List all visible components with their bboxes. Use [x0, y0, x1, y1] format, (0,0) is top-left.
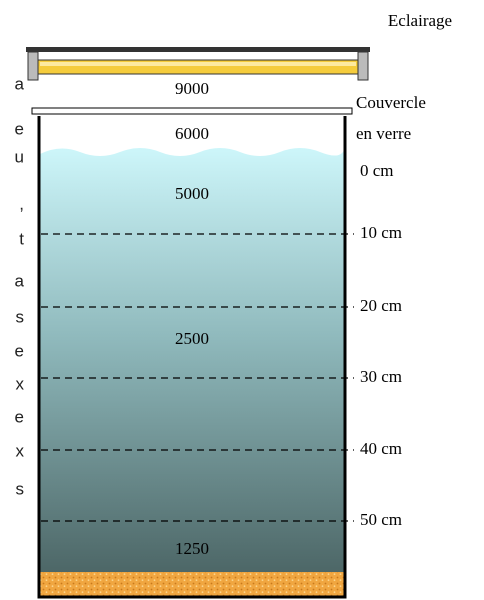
lid-label: en verre	[356, 124, 411, 143]
side-text-fragment: u	[15, 147, 24, 166]
generated: 9000 6000 5000 2500 1250 0 cm 10 cm 20 cm 30 cm 4…	[15, 74, 403, 557]
glass-lid	[31, 107, 353, 115]
intensity-label: 5000	[175, 184, 209, 203]
intensity-label: 6000	[175, 124, 209, 143]
side-text-fragment: a	[15, 271, 25, 290]
side-text-fragment: ,	[19, 194, 24, 213]
side-text-fragment: x	[16, 374, 25, 393]
water	[40, 148, 344, 572]
side-text-fragment: e	[15, 407, 24, 426]
depth-label: 0 cm	[360, 161, 394, 180]
depth-label: 30 cm	[360, 367, 402, 386]
lamp-label: Eclairage	[388, 11, 452, 30]
side-text-fragment: s	[16, 307, 25, 326]
side-text-fragment: s	[16, 479, 25, 498]
side-text-fragment: a	[15, 74, 25, 93]
depth-label: 10 cm	[360, 223, 402, 242]
lamp	[26, 47, 370, 81]
side-text-fragment: t	[19, 229, 24, 248]
intensity-label: 9000	[175, 79, 209, 98]
depth-label: 50 cm	[360, 510, 402, 529]
side-text-fragment: x	[16, 441, 25, 460]
tank-walls	[37, 116, 347, 599]
lid-label: Couvercle	[356, 93, 426, 112]
intensity-label: 2500	[175, 329, 209, 348]
depth-label: 40 cm	[360, 439, 402, 458]
sand	[40, 572, 344, 596]
depth-label: 20 cm	[360, 296, 402, 315]
intensity-label: 1250	[175, 539, 209, 558]
side-text-fragment: e	[15, 119, 24, 138]
side-text-fragment: e	[15, 341, 24, 360]
